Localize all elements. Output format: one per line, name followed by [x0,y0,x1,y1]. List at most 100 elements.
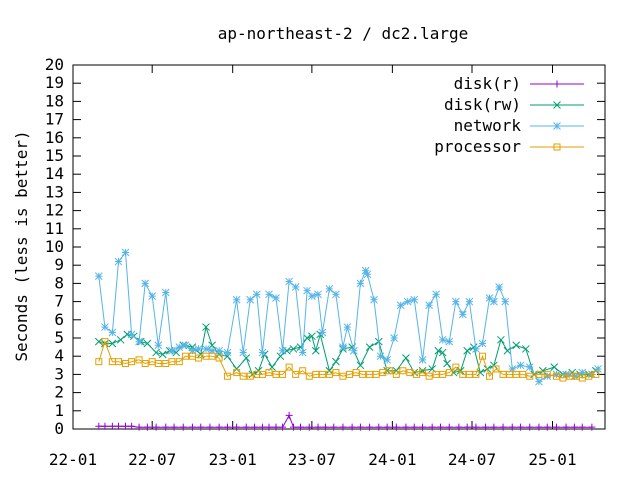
data-point [128,358,136,366]
data-point [181,341,190,350]
data-point [356,361,365,370]
data-point [208,352,216,360]
data-point [108,328,117,337]
data-point [215,350,223,359]
y-tick-label: 0 [54,419,64,438]
data-point [438,335,447,344]
data-point [490,423,498,431]
data-point [188,346,197,355]
data-point [321,423,329,431]
data-point [550,363,559,371]
y-tick-label: 19 [45,73,64,92]
data-point [472,345,480,353]
data-point [318,328,327,337]
data-point [370,295,378,304]
data-point [161,288,170,297]
y-tick-label: 20 [45,55,64,74]
data-point [585,372,593,380]
data-point [472,370,480,378]
y-tick-label: 7 [54,292,64,311]
data-point [95,358,103,366]
data-point [158,350,167,359]
data-point [128,422,136,430]
data-point [303,286,311,295]
data-point [115,358,122,366]
data-point [101,422,109,430]
data-point [101,338,109,346]
data-point [594,365,602,373]
data-point [425,372,433,380]
y-tick-label: 15 [45,146,64,165]
data-point [108,339,117,348]
data-point [181,352,189,360]
data-point [122,422,129,430]
data-point [372,370,380,378]
data-point [285,411,293,419]
data-point [512,341,521,350]
data-point [279,370,287,378]
data-point [490,297,498,306]
data-point [497,335,505,344]
y-tick-label: 4 [54,346,64,365]
data-point [332,357,340,366]
legend-label: network [454,116,522,135]
data-point [265,290,273,299]
data-point [223,352,232,361]
data-point [499,370,507,378]
data-point [154,341,163,350]
data-point [101,323,109,331]
series-network [94,248,602,386]
data-point [141,279,150,288]
data-point [143,423,151,431]
y-tick-label: 16 [45,128,64,147]
data-point [375,423,383,431]
data-point [419,369,427,377]
data-point [233,369,241,377]
data-point [402,423,410,431]
data-point [242,423,250,431]
data-point [535,377,543,386]
data-point [403,297,412,306]
data-point [539,366,547,375]
data-point [346,370,353,378]
data-point [168,346,176,355]
data-point [202,323,210,331]
data-point [135,423,143,431]
data-point [285,277,293,286]
data-point [101,339,109,348]
data-point [325,370,333,378]
data-point [578,374,586,382]
data-point [428,423,436,431]
legend-marker [553,101,561,109]
data-point [521,345,530,353]
data-point [239,372,247,380]
data-point [223,423,231,431]
data-point [258,423,266,431]
data-point [458,310,467,319]
data-point [482,423,490,431]
data-point [592,370,600,378]
y-tick-label: 14 [45,164,64,183]
data-point [432,290,440,299]
data-point [512,370,520,378]
data-point [272,423,280,431]
data-point [543,423,551,431]
data-point [246,372,254,380]
data-point [143,339,152,348]
data-point [325,366,334,375]
y-tick-label: 10 [45,237,64,256]
x-tick-label: 22-07 [128,450,176,469]
data-point [152,423,160,431]
data-point [519,370,527,378]
data-point [552,423,560,431]
data-point [339,372,347,380]
data-point [499,423,507,431]
data-point [223,372,231,380]
data-point [332,369,340,377]
series-processor [95,338,600,382]
data-point [385,367,393,375]
data-point [254,366,263,375]
data-point [566,372,574,380]
data-point [242,354,251,362]
